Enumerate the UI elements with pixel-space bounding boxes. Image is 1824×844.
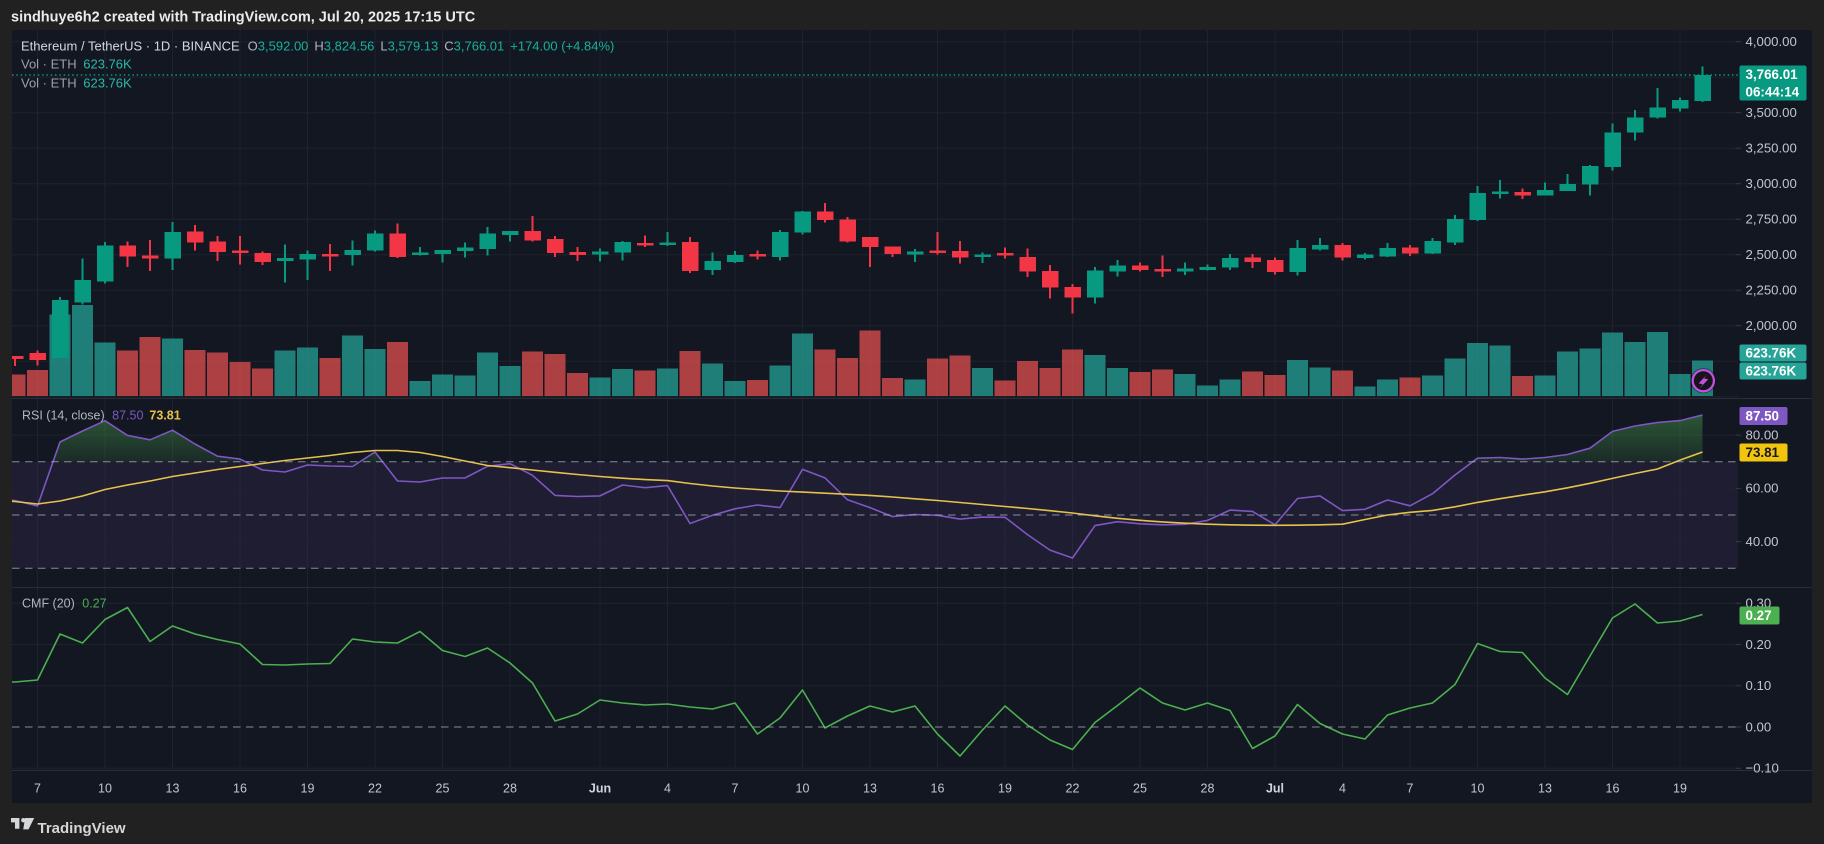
svg-text:0.10: 0.10 (1746, 678, 1772, 693)
svg-text:2,500.00: 2,500.00 (1746, 247, 1797, 262)
svg-text:623.76K: 623.76K (1746, 364, 1797, 379)
svg-text:13: 13 (863, 782, 877, 796)
svg-text:Vol · ETH 623.76K: Vol · ETH 623.76K (21, 76, 132, 91)
svg-text:13: 13 (1538, 782, 1552, 796)
svg-text:80.00: 80.00 (1746, 427, 1779, 442)
svg-text:19: 19 (301, 782, 315, 796)
svg-text:4: 4 (664, 782, 671, 796)
svg-text:0.00: 0.00 (1746, 719, 1772, 734)
svg-text:28: 28 (503, 782, 517, 796)
svg-text:19: 19 (998, 782, 1012, 796)
svg-text:CMF (20) 0.27: CMF (20) 0.27 (22, 597, 107, 611)
svg-text:22: 22 (1066, 782, 1080, 796)
svg-text:2,250.00: 2,250.00 (1746, 283, 1797, 298)
svg-text:73.81: 73.81 (1746, 445, 1780, 460)
svg-text:−0.10: −0.10 (1746, 761, 1779, 776)
svg-text:7: 7 (732, 782, 739, 796)
svg-text:87.50: 87.50 (1746, 409, 1780, 424)
svg-text:2,750.00: 2,750.00 (1746, 212, 1797, 227)
svg-text:19: 19 (1673, 782, 1687, 796)
svg-text:25: 25 (436, 782, 450, 796)
svg-text:40.00: 40.00 (1746, 534, 1779, 549)
svg-text:10: 10 (796, 782, 810, 796)
svg-text:25: 25 (1133, 782, 1147, 796)
svg-text:16: 16 (233, 782, 247, 796)
svg-text:3,250.00: 3,250.00 (1746, 141, 1797, 156)
svg-text:28: 28 (1201, 782, 1215, 796)
svg-text:0.27: 0.27 (1746, 608, 1772, 623)
svg-text:4: 4 (1339, 782, 1346, 796)
svg-text:Vol · ETH 623.76K: Vol · ETH 623.76K (21, 57, 132, 72)
svg-text:7: 7 (1407, 782, 1414, 796)
svg-text:Jul: Jul (1266, 782, 1284, 796)
svg-text:16: 16 (1606, 782, 1620, 796)
svg-text:Jun: Jun (589, 782, 611, 796)
svg-text:TradingView: TradingView (38, 820, 126, 837)
svg-text:Ethereum / TetherUS · 1D · BIN: Ethereum / TetherUS · 1D · BINANCE O3,592… (21, 39, 614, 54)
svg-text:13: 13 (166, 782, 180, 796)
svg-text:06:44:14: 06:44:14 (1746, 84, 1800, 99)
svg-text:10: 10 (1471, 782, 1485, 796)
svg-text:0.20: 0.20 (1746, 637, 1772, 652)
svg-text:16: 16 (931, 782, 945, 796)
svg-text:4,000.00: 4,000.00 (1746, 34, 1797, 49)
svg-text:60.00: 60.00 (1746, 481, 1779, 496)
svg-text:3,000.00: 3,000.00 (1746, 176, 1797, 191)
svg-text:22: 22 (368, 782, 382, 796)
svg-text:sindhuye6h2 created with Tradi: sindhuye6h2 created with TradingView.com… (11, 10, 476, 26)
svg-text:623.76K: 623.76K (1746, 346, 1797, 361)
svg-text:3,500.00: 3,500.00 (1746, 105, 1797, 120)
svg-text:7: 7 (34, 782, 41, 796)
svg-text:3,766.01: 3,766.01 (1746, 67, 1799, 82)
svg-text:2,000.00: 2,000.00 (1746, 318, 1797, 333)
svg-text:10: 10 (98, 782, 112, 796)
